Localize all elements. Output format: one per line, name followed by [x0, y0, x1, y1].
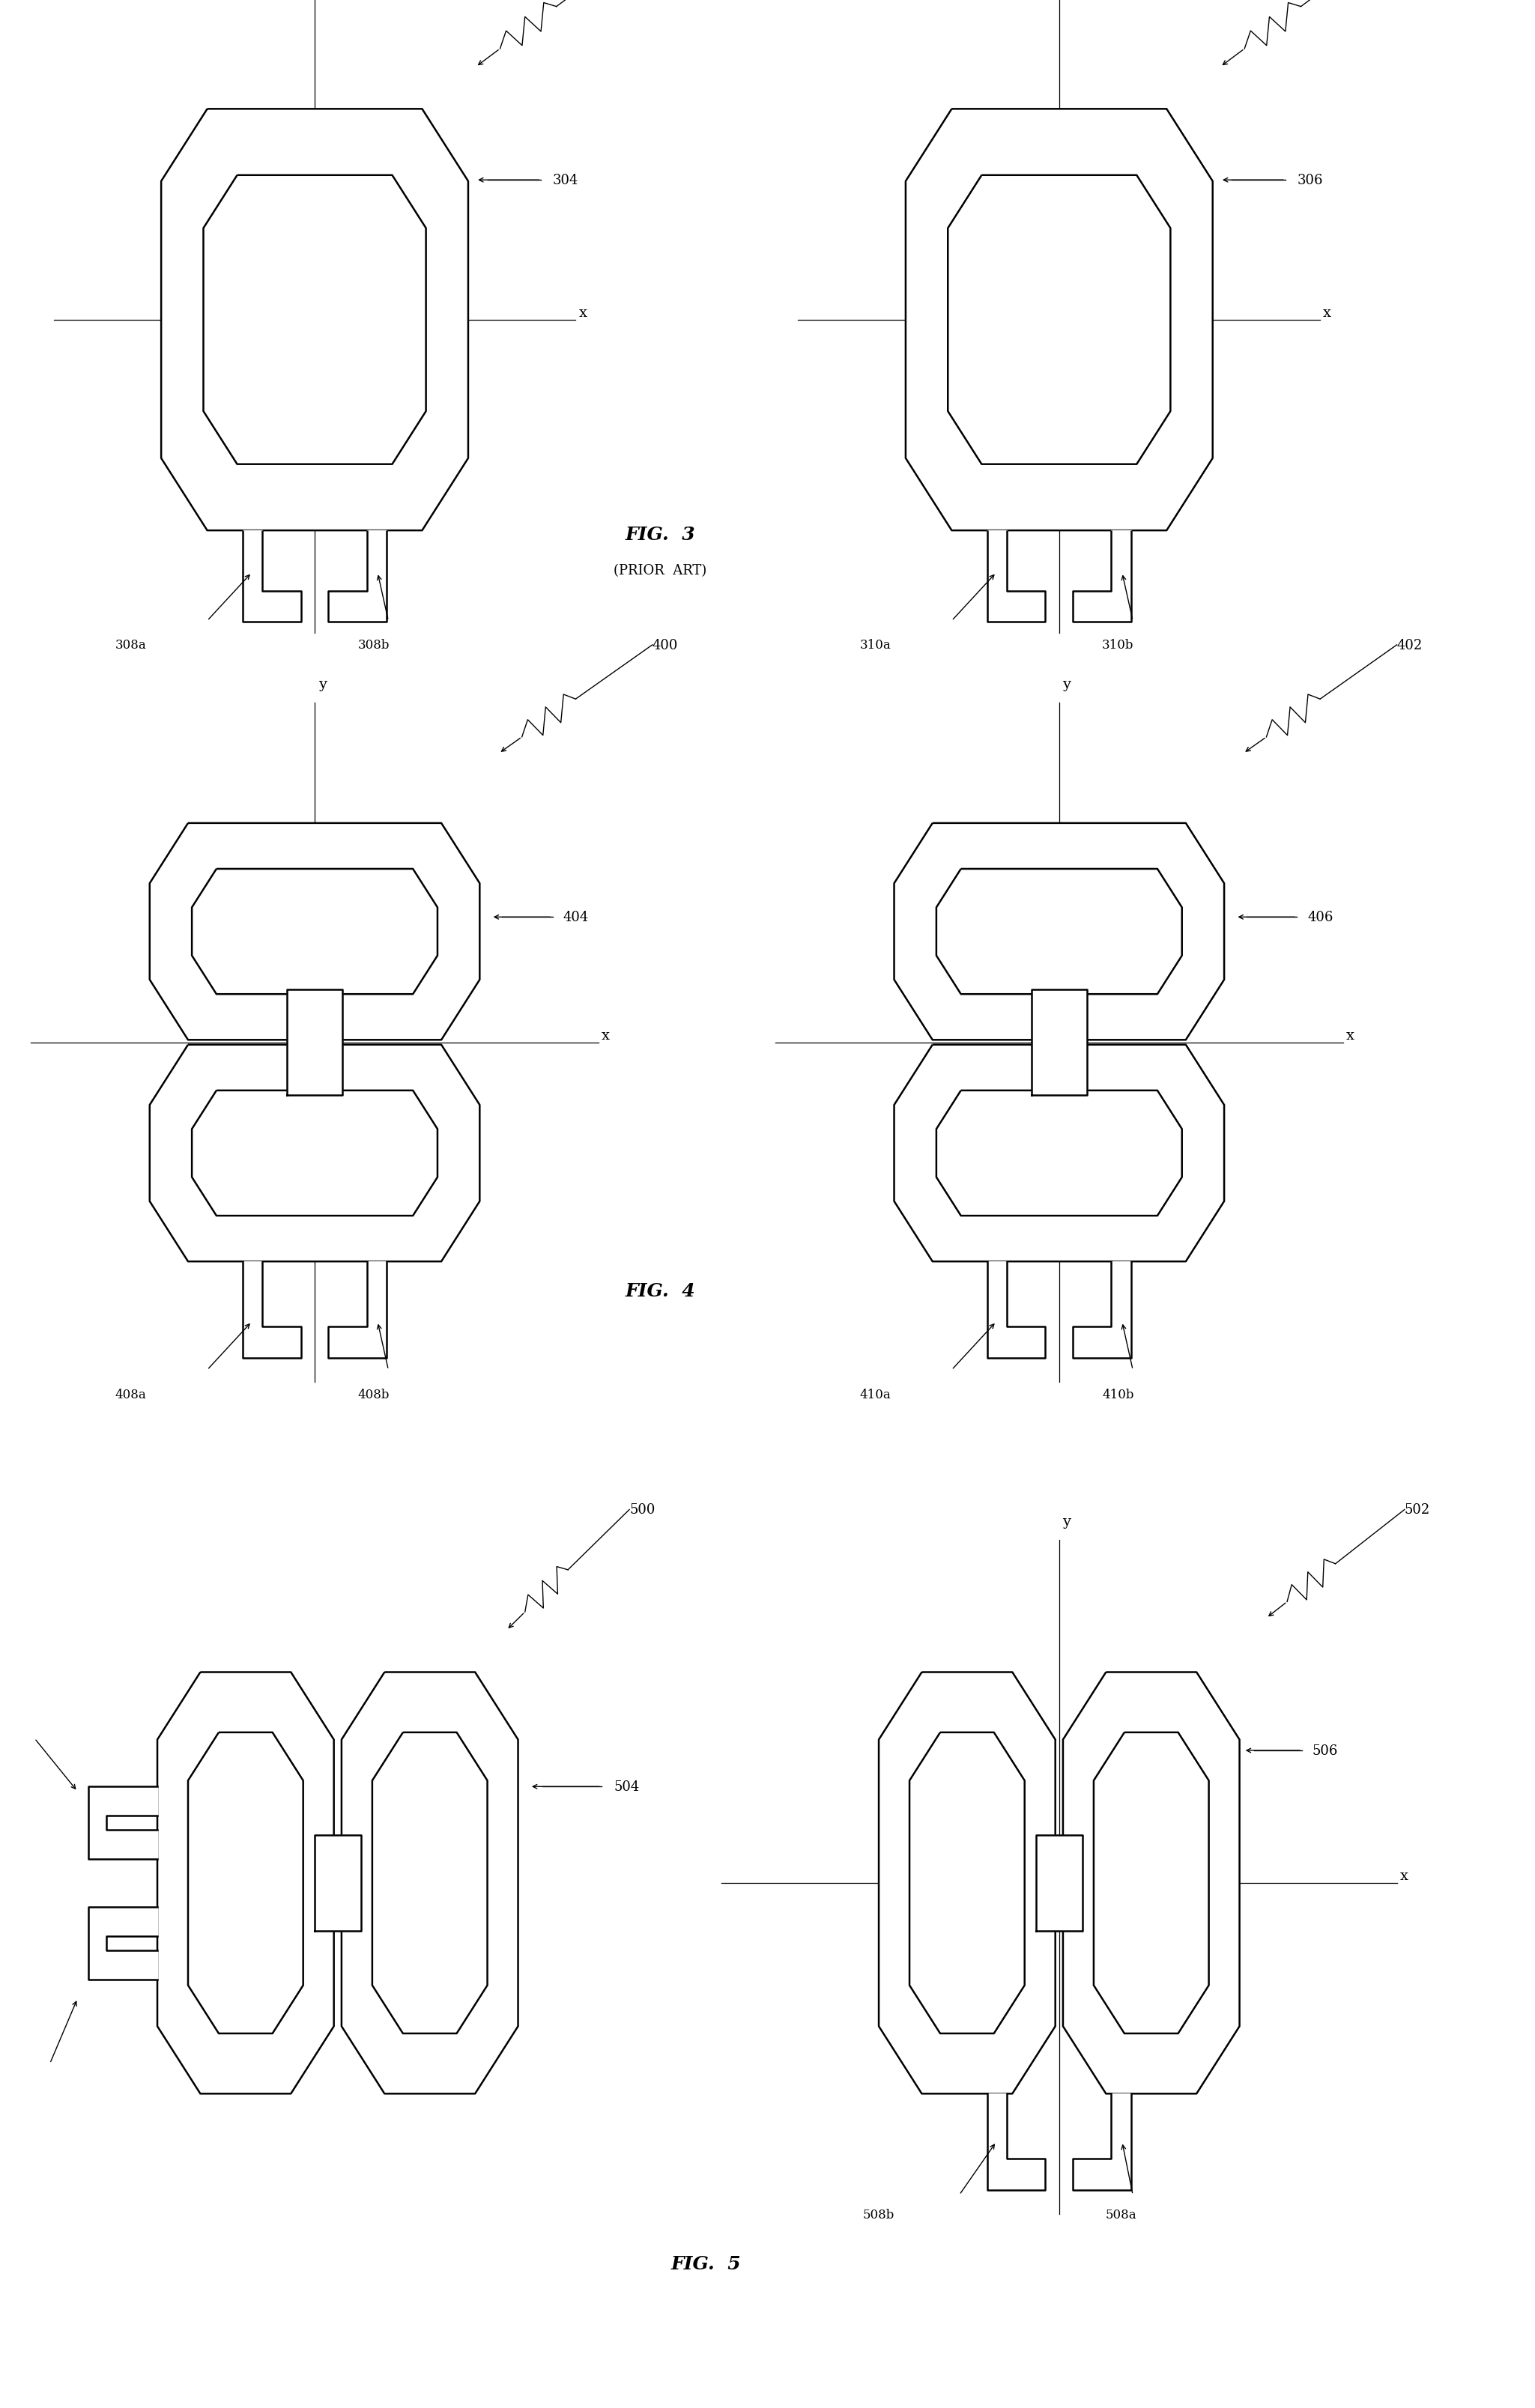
Polygon shape [373, 1734, 488, 2032]
Polygon shape [243, 532, 301, 624]
Text: 404: 404 [563, 910, 589, 925]
Polygon shape [192, 1091, 437, 1216]
Text: 308b: 308b [358, 638, 390, 653]
Text: FIG.  5: FIG. 5 [671, 2254, 741, 2273]
Text: 504: 504 [614, 1780, 640, 1794]
Polygon shape [149, 824, 479, 1040]
Text: 508a: 508a [1105, 2208, 1136, 2220]
Text: 400: 400 [652, 638, 678, 653]
Polygon shape [906, 108, 1213, 532]
Text: 306: 306 [1297, 173, 1323, 188]
Polygon shape [243, 1262, 301, 1358]
Text: y: y [318, 677, 327, 691]
Polygon shape [893, 824, 1225, 1040]
Polygon shape [1032, 990, 1087, 1096]
Polygon shape [893, 1045, 1225, 1262]
Text: 408a: 408a [115, 1387, 146, 1401]
Text: 304: 304 [553, 173, 579, 188]
Polygon shape [987, 2093, 1045, 2191]
Text: FIG.  3: FIG. 3 [625, 525, 695, 544]
Text: 310b: 310b [1102, 638, 1134, 653]
Polygon shape [342, 1671, 519, 2093]
Polygon shape [192, 869, 437, 995]
Polygon shape [947, 176, 1170, 465]
Text: 402: 402 [1397, 638, 1423, 653]
Polygon shape [328, 1262, 387, 1358]
Text: x: x [1400, 1869, 1408, 1883]
Polygon shape [878, 1671, 1056, 2093]
Text: x: x [1323, 306, 1331, 320]
Text: x: x [1346, 1028, 1354, 1043]
Text: 500: 500 [629, 1503, 655, 1517]
Text: FIG.  4: FIG. 4 [625, 1281, 695, 1300]
Polygon shape [1062, 1671, 1239, 2093]
Text: 410b: 410b [1102, 1387, 1134, 1401]
Polygon shape [328, 532, 387, 624]
Polygon shape [315, 1835, 361, 1931]
Polygon shape [1036, 1835, 1082, 1931]
Polygon shape [89, 1907, 158, 1979]
Text: y: y [1062, 677, 1071, 691]
Text: (PRIOR  ART): (PRIOR ART) [614, 563, 706, 578]
Text: 410a: 410a [860, 1387, 890, 1401]
Polygon shape [987, 532, 1045, 624]
Text: 310a: 310a [860, 638, 890, 653]
Polygon shape [909, 1734, 1025, 2032]
Polygon shape [1093, 1734, 1208, 2032]
Polygon shape [287, 990, 342, 1096]
Text: y: y [1062, 1515, 1071, 1529]
Polygon shape [89, 1787, 158, 1859]
Polygon shape [1073, 532, 1131, 624]
Text: 408b: 408b [358, 1387, 390, 1401]
Text: 506: 506 [1312, 1743, 1339, 1758]
Text: 406: 406 [1308, 910, 1334, 925]
Polygon shape [1073, 1262, 1131, 1358]
Polygon shape [936, 869, 1182, 995]
Text: 308a: 308a [115, 638, 146, 653]
Polygon shape [1073, 2093, 1131, 2191]
Polygon shape [936, 1091, 1182, 1216]
Polygon shape [187, 1734, 304, 2032]
Text: 508b: 508b [863, 2208, 895, 2220]
Polygon shape [158, 1671, 335, 2093]
Text: 502: 502 [1405, 1503, 1431, 1517]
Polygon shape [149, 1045, 479, 1262]
Text: x: x [579, 306, 586, 320]
Polygon shape [987, 1262, 1045, 1358]
Polygon shape [203, 176, 425, 465]
Polygon shape [161, 108, 468, 532]
Text: x: x [602, 1028, 609, 1043]
